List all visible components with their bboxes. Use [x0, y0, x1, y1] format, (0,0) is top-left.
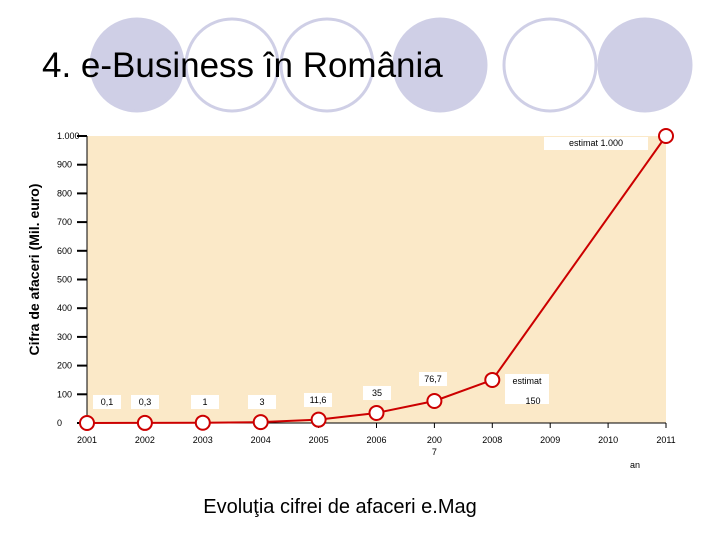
data-point: [252, 414, 269, 431]
data-label-box: [419, 372, 447, 386]
x-tick-label-line: 2004: [251, 435, 271, 445]
data-label-line: 1: [202, 397, 207, 407]
x-tick-label: 2008: [482, 435, 502, 445]
data-label: 0,1: [101, 397, 114, 407]
x-tick-label-line: 2009: [540, 435, 560, 445]
data-label-box: [544, 137, 648, 150]
data-label-box: [93, 395, 121, 409]
x-tick-label-line: 2010: [598, 435, 618, 445]
x-tick-label: 2001: [77, 435, 97, 445]
x-tick-label: 2006: [366, 435, 386, 445]
data-label-line: 3: [259, 397, 264, 407]
y-tick-label: 1.000: [57, 131, 80, 141]
chart-caption: Evoluţia cifrei de afaceri e.Mag: [203, 496, 477, 518]
y-tick-label: 900: [57, 160, 72, 170]
data-label: 11,6: [310, 395, 327, 405]
y-axis-label: Cifra de afaceri (Mil. euro): [26, 184, 42, 356]
y-tick-label: 200: [57, 361, 72, 371]
y-tick-label: 600: [57, 246, 72, 256]
x-tick-label-line: 2001: [77, 435, 97, 445]
x-tick-label-line: 200: [427, 435, 442, 445]
x-tick-label: 200 7: [427, 435, 442, 457]
x-tick-label-line: 2011: [656, 435, 675, 445]
y-tick-label: 500: [57, 275, 72, 285]
data-label-line: 76,7: [424, 374, 442, 384]
data-point: [136, 414, 153, 431]
x-tick-label-line: 2006: [366, 435, 386, 445]
decor-circle: [502, 17, 598, 113]
data-label: 1: [202, 397, 207, 407]
data-label-box: [248, 395, 276, 409]
decor-circle: [392, 17, 488, 113]
data-label-box: [363, 386, 391, 400]
data-label-line: 0,3: [139, 397, 152, 407]
decor-circle: [279, 17, 375, 113]
plot-area: [87, 136, 666, 423]
data-label-line: 150: [525, 396, 540, 406]
x-axis-label: an: [630, 460, 640, 470]
data-point: [484, 371, 501, 388]
y-tick-label: 100: [57, 389, 72, 399]
data-label: 3: [259, 397, 264, 407]
data-label: 76,7: [424, 374, 442, 384]
decor-circle: [184, 17, 280, 113]
x-tick-label: 2005: [309, 435, 329, 445]
data-point: [310, 411, 327, 428]
x-tick-label: 2010: [598, 435, 618, 445]
data-label-box: [304, 393, 332, 407]
x-tick-label-line: 2008: [482, 435, 502, 445]
x-tick-label: 2004: [251, 435, 271, 445]
data-label-box: [191, 395, 219, 409]
x-tick-label-line: 2003: [193, 435, 213, 445]
data-label-box: [505, 374, 549, 404]
y-tick-label: 0: [57, 418, 62, 428]
data-label-line: estimat 1.000: [569, 138, 623, 148]
slide-title: 4. e-Business în România: [42, 46, 443, 85]
decor-circle: [89, 17, 185, 113]
data-label-line: estimat: [512, 376, 542, 386]
data-point: [194, 414, 211, 431]
x-tick-label: 2009: [540, 435, 560, 445]
data-label: 35: [372, 388, 382, 398]
data-point: [368, 404, 385, 421]
data-label: 0,3: [139, 397, 152, 407]
x-tick-label: 2002: [135, 435, 155, 445]
y-tick-label: 800: [57, 188, 72, 198]
data-point: [79, 414, 95, 431]
data-label-box: [131, 395, 159, 409]
x-tick-label-line: 7: [432, 447, 437, 457]
x-tick-label: 2003: [193, 435, 213, 445]
data-label-line: 35: [372, 388, 382, 398]
y-tick-label: 700: [57, 217, 72, 227]
data-point: [426, 392, 443, 409]
data-label-line: 0,1: [101, 397, 114, 407]
data-point: [658, 128, 674, 144]
y-tick-label: 300: [57, 332, 72, 342]
data-label: estimat 1.000: [569, 138, 623, 148]
decor-circle: [597, 17, 693, 113]
data-label: estimat 150: [512, 376, 542, 406]
data-label-line: 11,6: [310, 395, 327, 405]
x-tick-label: 2011: [656, 435, 675, 445]
x-tick-label-line: 2005: [309, 435, 329, 445]
x-tick-label-line: 2002: [135, 435, 155, 445]
y-tick-label: 400: [57, 303, 72, 313]
